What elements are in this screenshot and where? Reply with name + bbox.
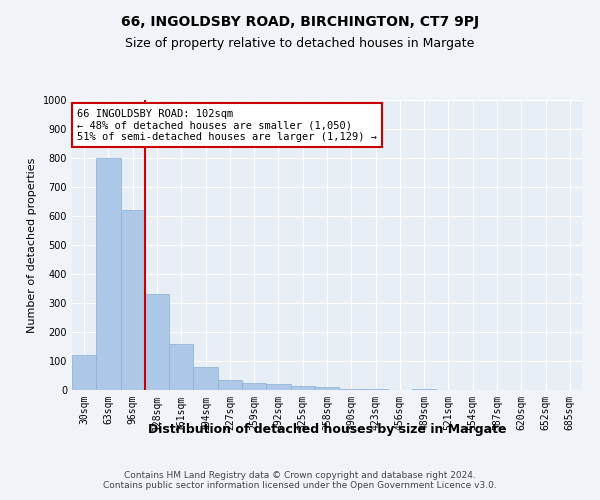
Bar [96,158,121,390]
Bar [193,367,218,390]
Bar [412,388,436,390]
Bar [218,380,242,390]
Bar [169,344,193,390]
Text: Contains HM Land Registry data © Crown copyright and database right 2024.
Contai: Contains HM Land Registry data © Crown c… [103,470,497,490]
Text: Distribution of detached houses by size in Margate: Distribution of detached houses by size … [148,422,506,436]
Y-axis label: Number of detached properties: Number of detached properties [27,158,37,332]
Bar [364,388,388,390]
Bar [72,355,96,390]
Bar [290,386,315,390]
Bar [315,387,339,390]
Bar [121,210,145,390]
Text: 66, INGOLDSBY ROAD, BIRCHINGTON, CT7 9PJ: 66, INGOLDSBY ROAD, BIRCHINGTON, CT7 9PJ [121,15,479,29]
Bar [339,388,364,390]
Bar [242,383,266,390]
Bar [145,294,169,390]
Text: Size of property relative to detached houses in Margate: Size of property relative to detached ho… [125,38,475,51]
Bar [266,384,290,390]
Text: 66 INGOLDSBY ROAD: 102sqm
← 48% of detached houses are smaller (1,050)
51% of se: 66 INGOLDSBY ROAD: 102sqm ← 48% of detac… [77,108,377,142]
